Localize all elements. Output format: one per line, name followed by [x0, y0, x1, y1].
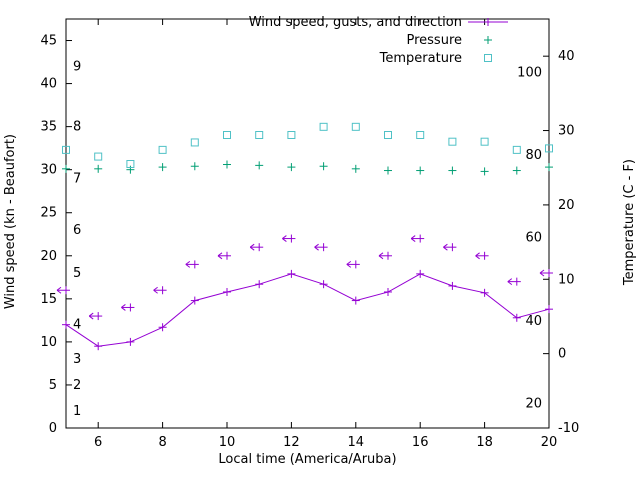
y-left-tick-label: 30	[40, 163, 57, 178]
beaufort-scale-label: 1	[73, 404, 81, 419]
x-tick-label: 20	[541, 435, 558, 450]
beaufort-scale-label: 9	[73, 59, 81, 74]
legend-label-wind-speed: Wind speed, gusts, and direction	[249, 15, 462, 30]
y-left-tick-label: 5	[49, 378, 57, 393]
fahrenheit-scale-label: 20	[525, 396, 542, 411]
fahrenheit-scale: 20 40 60 80 100	[517, 66, 542, 412]
legend: Wind speed, gusts, and direction Pressure…	[249, 15, 508, 66]
beaufort-scale-label: 2	[73, 378, 81, 393]
y-right-tick-label: 10	[558, 272, 575, 287]
legend-key-wind-speed	[468, 18, 508, 26]
x-tick-label: 10	[219, 435, 236, 450]
series-wind-gusts	[56, 234, 553, 321]
y-axis-title-right: Temperature (C - F)	[622, 16, 637, 428]
beaufort-scale-label: 6	[73, 223, 81, 238]
x-tick-label: 12	[283, 435, 300, 450]
y-left-tick-label: 25	[40, 206, 57, 221]
y-right-tick-label: 30	[558, 124, 575, 139]
series-temperature	[62, 122, 553, 169]
legend-key-pressure	[484, 36, 492, 44]
y-axis-right: -10 0 10 20 30 40	[543, 49, 579, 436]
x-tick-label: 14	[348, 435, 365, 450]
y-axis-title-left: Wind speed (kn - Beaufort)	[3, 16, 18, 428]
fahrenheit-scale-label: 40	[525, 314, 542, 329]
y-right-tick-label: -10	[558, 421, 579, 436]
x-axis-title: Local time (America/Aruba)	[218, 452, 397, 467]
legend-label-temperature: Temperature	[379, 51, 462, 66]
y-left-tick-label: 35	[40, 120, 57, 135]
x-tick-label: 8	[158, 435, 166, 450]
series-wind-speed	[62, 269, 553, 351]
x-axis: 6 8 10 12 14 16 18 20	[94, 19, 557, 450]
fahrenheit-scale-label: 80	[525, 148, 542, 163]
wind-speed-line	[65, 273, 550, 347]
legend-label-pressure: Pressure	[406, 33, 462, 48]
y-left-tick-label: 45	[40, 34, 57, 49]
beaufort-scale-label: 8	[73, 120, 81, 135]
y-left-tick-label: 15	[40, 292, 57, 307]
y-right-tick-label: 0	[558, 347, 566, 362]
x-tick-label: 18	[476, 435, 493, 450]
x-tick-label: 16	[412, 435, 429, 450]
beaufort-scale: 1 2 3 4 5 6 7 8 9	[73, 59, 81, 418]
beaufort-scale-label: 5	[73, 266, 81, 281]
beaufort-scale-label: 7	[73, 171, 81, 186]
y-left-tick-label: 0	[49, 421, 57, 436]
y-left-tick-label: 10	[40, 335, 57, 350]
fahrenheit-scale-label: 100	[517, 66, 542, 81]
y-axis-title-right-text: Temperature (C - F)	[622, 158, 637, 286]
x-tick-label: 6	[94, 435, 102, 450]
y-left-tick-label: 20	[40, 249, 57, 264]
y-axis-title-left-text: Wind speed (kn - Beaufort)	[3, 134, 18, 310]
legend-key-temperature	[484, 54, 492, 62]
plot-frame	[65, 18, 550, 429]
beaufort-scale-label: 3	[73, 352, 81, 367]
y-left-tick-label: 40	[40, 77, 57, 92]
beaufort-scale-label: 4	[73, 318, 81, 333]
y-right-tick-label: 40	[558, 49, 575, 64]
fahrenheit-scale-label: 60	[525, 231, 542, 246]
y-axis-left: 0 5 10 15 20 25 30 35 40 45	[40, 34, 72, 436]
series-pressure	[62, 160, 553, 176]
y-right-tick-label: 20	[558, 198, 575, 213]
